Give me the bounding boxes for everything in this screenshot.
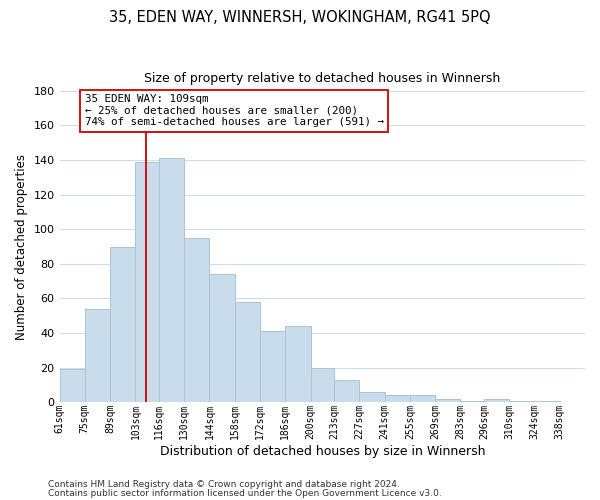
Text: 35, EDEN WAY, WINNERSH, WOKINGHAM, RG41 5PQ: 35, EDEN WAY, WINNERSH, WOKINGHAM, RG41 … [109, 10, 491, 25]
Bar [235, 302, 260, 402]
Bar [159, 158, 184, 402]
Bar [136, 162, 159, 402]
Bar [334, 380, 359, 402]
Bar [285, 326, 311, 402]
Bar [209, 274, 235, 402]
Bar [410, 396, 435, 402]
Bar [460, 400, 484, 402]
Bar [484, 399, 509, 402]
Text: Contains HM Land Registry data © Crown copyright and database right 2024.: Contains HM Land Registry data © Crown c… [48, 480, 400, 489]
X-axis label: Distribution of detached houses by size in Winnersh: Distribution of detached houses by size … [160, 444, 485, 458]
Bar [435, 399, 460, 402]
Bar [59, 370, 85, 402]
Y-axis label: Number of detached properties: Number of detached properties [15, 154, 28, 340]
Bar [184, 238, 209, 402]
Text: Contains public sector information licensed under the Open Government Licence v3: Contains public sector information licen… [48, 489, 442, 498]
Bar [260, 332, 285, 402]
Bar [359, 392, 385, 402]
Text: 35 EDEN WAY: 109sqm
← 25% of detached houses are smaller (200)
74% of semi-detac: 35 EDEN WAY: 109sqm ← 25% of detached ho… [85, 94, 384, 128]
Bar [311, 368, 334, 402]
Bar [535, 400, 560, 402]
Bar [85, 309, 110, 402]
Bar [385, 396, 410, 402]
Bar [110, 246, 136, 402]
Bar [509, 400, 535, 402]
Title: Size of property relative to detached houses in Winnersh: Size of property relative to detached ho… [144, 72, 500, 86]
